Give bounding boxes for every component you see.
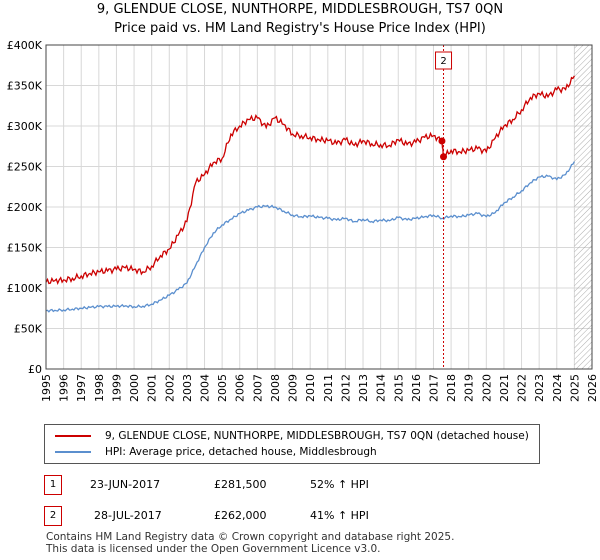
legend-label-property: 9, GLENDUE CLOSE, NUNTHORPE, MIDDLESBROU… xyxy=(105,430,529,442)
transaction-number: 1 xyxy=(44,475,62,495)
x-tick-label: 2001 xyxy=(146,374,159,402)
x-tick-label: 2026 xyxy=(586,374,599,402)
y-tick-label: £250K xyxy=(7,161,43,174)
sale-point-2 xyxy=(440,153,448,161)
y-tick-label: £200K xyxy=(7,201,43,214)
transaction-hpi: 52% ↑ HPI xyxy=(310,478,369,491)
y-tick-label: £400K xyxy=(7,39,43,52)
x-tick-label: 2006 xyxy=(234,374,247,402)
footer-copyright: Contains HM Land Registry data © Crown c… xyxy=(46,531,455,543)
transaction-price: £262,000 xyxy=(214,509,267,522)
chart-subtitle: Price paid vs. HM Land Registry's House … xyxy=(114,21,486,36)
x-tick-label: 1996 xyxy=(58,374,71,402)
y-tick-label: £50K xyxy=(14,323,43,336)
x-tick-label: 2010 xyxy=(304,374,317,402)
chart-title: 9, GLENDUE CLOSE, NUNTHORPE, MIDDLESBROU… xyxy=(96,2,504,17)
x-tick-label: 2020 xyxy=(480,374,493,402)
x-tick-label: 2004 xyxy=(199,374,212,402)
y-tick-label: £0 xyxy=(28,363,42,376)
x-tick-label: 2007 xyxy=(251,374,264,402)
price-chart: 2 £0 £50K £100K £150K £200K £250K £300K £350K £4… xyxy=(7,39,599,402)
x-tick-label: 1997 xyxy=(75,374,88,402)
x-tick-label: 2024 xyxy=(551,374,564,402)
x-tick-label: 2022 xyxy=(516,374,529,402)
x-tick-label: 2002 xyxy=(163,374,176,402)
x-tick-label: 2005 xyxy=(216,374,229,402)
x-tick-label: 2012 xyxy=(339,374,352,402)
legend-label-hpi: HPI: Average price, detached house, Midd… xyxy=(105,446,377,458)
x-tick-label: 2011 xyxy=(322,374,335,402)
transaction-price: £281,500 xyxy=(214,478,267,491)
x-tick-label: 2013 xyxy=(357,374,370,402)
x-tick-label: 2015 xyxy=(392,374,405,402)
legend-swatch-hpi xyxy=(55,451,91,453)
chart-legend: 9, GLENDUE CLOSE, NUNTHORPE, MIDDLESBROU… xyxy=(44,424,540,464)
y-tick-label: £350K xyxy=(7,80,43,93)
sale-point-1 xyxy=(438,137,446,145)
x-tick-label: 2025 xyxy=(568,374,581,402)
transaction-number: 2 xyxy=(44,506,62,526)
x-tick-label: 2017 xyxy=(427,374,440,402)
property-price-line xyxy=(45,75,575,285)
sale-label-box xyxy=(435,51,453,70)
x-tick-label: 2023 xyxy=(533,374,546,402)
x-tick-label: 2003 xyxy=(181,374,194,402)
x-tick-label: 2009 xyxy=(287,374,300,402)
hpi-line xyxy=(45,161,575,313)
x-tick-label: 2016 xyxy=(410,374,423,402)
x-tick-label: 2008 xyxy=(269,374,282,402)
y-tick-label: £150K xyxy=(7,242,43,255)
legend-item-property: 9, GLENDUE CLOSE, NUNTHORPE, MIDDLESBROU… xyxy=(55,430,529,442)
y-tick-label: £100K xyxy=(7,282,43,295)
x-tick-label: 1998 xyxy=(93,374,106,402)
x-tick-label: 2018 xyxy=(445,374,458,402)
plot-border xyxy=(45,44,593,370)
legend-swatch-property xyxy=(55,435,91,437)
transaction-hpi: 41% ↑ HPI xyxy=(310,509,369,522)
x-tick-label: 2021 xyxy=(498,374,511,402)
forecast-region xyxy=(574,45,592,369)
x-tick-label: 2000 xyxy=(128,374,141,402)
x-tick-label: 2019 xyxy=(463,374,476,402)
sale-label: 2 xyxy=(440,56,446,67)
legend-item-hpi: HPI: Average price, detached house, Midd… xyxy=(55,446,377,458)
transaction-date: 28-JUL-2017 xyxy=(94,509,162,522)
x-tick-label: 1995 xyxy=(40,374,53,402)
y-tick-label: £300K xyxy=(7,120,43,133)
transaction-date: 23-JUN-2017 xyxy=(90,478,161,491)
x-tick-label: 1999 xyxy=(110,374,123,402)
x-tick-label: 2014 xyxy=(375,374,388,402)
footer-licence: This data is licensed under the Open Gov… xyxy=(46,543,381,555)
